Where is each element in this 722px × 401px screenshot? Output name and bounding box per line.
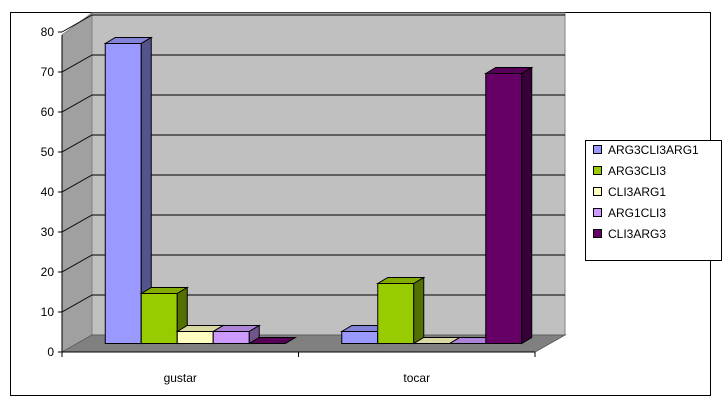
gridline-side bbox=[61, 294, 93, 313]
y-tick-label: 20 bbox=[41, 265, 55, 279]
x-tick-label: gustar bbox=[164, 371, 197, 385]
gridline-side bbox=[61, 54, 93, 73]
bar-front bbox=[212, 331, 250, 344]
gridline-side bbox=[61, 94, 93, 113]
legend-swatch bbox=[593, 208, 602, 217]
y-axis: 0 10 20 30 40 50 60 70 80 bbox=[41, 25, 63, 359]
bar-front bbox=[341, 331, 379, 344]
x-axis: gustar tocar bbox=[61, 351, 536, 385]
bar-front bbox=[377, 283, 415, 344]
bar-side bbox=[521, 66, 533, 345]
x-tick-label: tocar bbox=[403, 371, 430, 385]
legend-swatch bbox=[593, 166, 602, 175]
bar-side bbox=[284, 337, 296, 344]
legend-label: ARG3CLI3 bbox=[608, 164, 666, 178]
bars bbox=[103, 36, 534, 345]
y-tick-label: 50 bbox=[41, 145, 55, 159]
gridline-side bbox=[61, 14, 93, 33]
gridline-side bbox=[61, 214, 93, 233]
y-tick-label: 70 bbox=[41, 65, 55, 79]
gridline-side bbox=[61, 134, 93, 153]
y-tick-label: 30 bbox=[41, 225, 55, 239]
bar-front bbox=[485, 73, 523, 344]
legend-box bbox=[585, 140, 722, 261]
bar-front bbox=[140, 293, 178, 344]
y-tick-label: 60 bbox=[41, 105, 55, 119]
legend-swatch bbox=[593, 187, 602, 196]
y-tick-label: 10 bbox=[41, 305, 55, 319]
gridline-side bbox=[61, 174, 93, 193]
legend-label: CLI3ARG1 bbox=[608, 185, 666, 199]
legend-label: ARG1CLI3 bbox=[608, 206, 666, 220]
bar-front bbox=[104, 43, 142, 344]
y-tick-label: 0 bbox=[47, 345, 54, 359]
legend: ARG3CLI3ARG1 ARG3CLI3 CLI3ARG1 ARG1CLI3 CLI3… bbox=[585, 140, 722, 261]
bar bbox=[247, 337, 298, 344]
legend-swatch bbox=[593, 145, 602, 154]
bar-side bbox=[413, 276, 425, 345]
bar bbox=[483, 66, 534, 345]
legend-label: CLI3ARG3 bbox=[608, 227, 666, 241]
y-tick-label: 40 bbox=[41, 185, 55, 199]
gridline-side bbox=[61, 254, 93, 273]
legend-label: ARG3CLI3ARG1 bbox=[608, 143, 699, 157]
bar bbox=[103, 36, 154, 345]
bar bbox=[211, 324, 262, 345]
y-tick-label: 80 bbox=[41, 25, 55, 39]
legend-swatch bbox=[593, 229, 602, 238]
bar-front bbox=[176, 331, 214, 344]
bar bbox=[375, 276, 426, 345]
